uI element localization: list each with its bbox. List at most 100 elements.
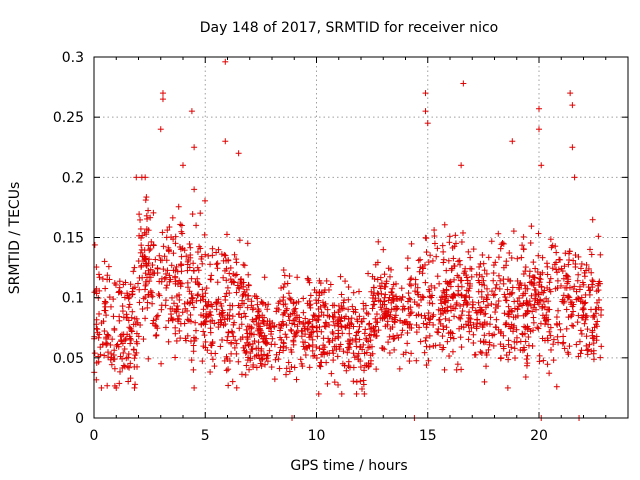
data-point (412, 276, 419, 283)
data-point (549, 265, 556, 272)
data-point (519, 292, 526, 299)
data-point (523, 300, 530, 307)
data-point (440, 287, 447, 294)
data-point (287, 311, 294, 318)
data-point (323, 359, 330, 366)
data-point (142, 174, 149, 181)
data-point (159, 90, 166, 97)
data-point (422, 90, 429, 97)
data-point (253, 321, 260, 328)
data-point (313, 343, 320, 350)
data-point (223, 367, 230, 374)
data-point (508, 344, 515, 351)
data-point (263, 340, 270, 347)
data-point (233, 259, 240, 266)
data-point (162, 274, 169, 281)
data-point (481, 378, 488, 385)
data-point (547, 275, 554, 282)
data-point (501, 291, 508, 298)
data-point (435, 329, 442, 336)
data-point (195, 291, 202, 298)
data-point (587, 287, 594, 294)
data-point (458, 283, 465, 290)
data-point (553, 383, 560, 390)
x-tick-label: 5 (201, 428, 210, 444)
data-point (597, 312, 604, 319)
data-point (294, 274, 301, 281)
data-point (235, 358, 242, 365)
data-point (497, 245, 504, 252)
data-point (288, 296, 295, 303)
data-point (370, 284, 377, 291)
data-point (435, 316, 442, 323)
data-point (478, 293, 485, 300)
data-point (169, 294, 176, 301)
data-point (544, 335, 551, 342)
data-point (470, 301, 477, 308)
data-point (433, 253, 440, 260)
data-point (305, 277, 312, 284)
data-point (524, 307, 531, 314)
data-point (378, 280, 385, 287)
data-point (166, 278, 173, 285)
data-point (430, 342, 437, 349)
data-point (209, 252, 216, 259)
data-point (131, 315, 138, 322)
data-point (209, 356, 216, 363)
data-point (509, 308, 516, 315)
data-point (223, 265, 230, 272)
data-point (563, 325, 570, 332)
data-point (353, 378, 360, 385)
data-point (159, 96, 166, 103)
data-point (163, 257, 170, 264)
data-point (316, 313, 323, 320)
data-point (531, 286, 538, 293)
data-point (440, 256, 447, 263)
data-point (212, 350, 219, 357)
data-point (458, 291, 465, 298)
data-point (522, 374, 529, 381)
data-point (127, 360, 134, 367)
data-point (371, 329, 378, 336)
data-point (180, 162, 186, 169)
data-point (133, 174, 140, 181)
data-point (293, 312, 300, 319)
data-point (509, 284, 516, 291)
data-point (380, 246, 387, 253)
data-point (93, 359, 100, 366)
data-point (122, 279, 129, 286)
data-point (527, 302, 534, 309)
data-point (423, 324, 430, 331)
data-point (398, 331, 405, 338)
data-point (595, 304, 602, 311)
data-point (106, 276, 113, 283)
data-point (313, 300, 320, 307)
data-point (357, 343, 364, 350)
data-point (130, 268, 137, 275)
data-point (353, 329, 360, 336)
data-point (591, 324, 598, 331)
data-point (107, 341, 114, 348)
data-point (341, 297, 348, 304)
data-point (329, 347, 336, 354)
data-point (572, 252, 579, 259)
data-point (458, 238, 465, 245)
data-point (435, 306, 442, 313)
data-point (242, 371, 249, 378)
data-point (99, 341, 106, 348)
data-point (555, 339, 562, 346)
data-point (580, 305, 587, 312)
data-point (326, 339, 333, 346)
data-point (198, 253, 205, 260)
data-point (130, 346, 137, 353)
data-point (372, 333, 379, 340)
data-point (179, 230, 186, 237)
data-point (191, 384, 198, 391)
data-point (541, 303, 548, 310)
data-point (131, 264, 138, 271)
data-point (565, 273, 572, 280)
data-point (239, 300, 246, 307)
data-point (488, 238, 495, 245)
data-point (539, 269, 546, 276)
data-point (460, 229, 467, 236)
